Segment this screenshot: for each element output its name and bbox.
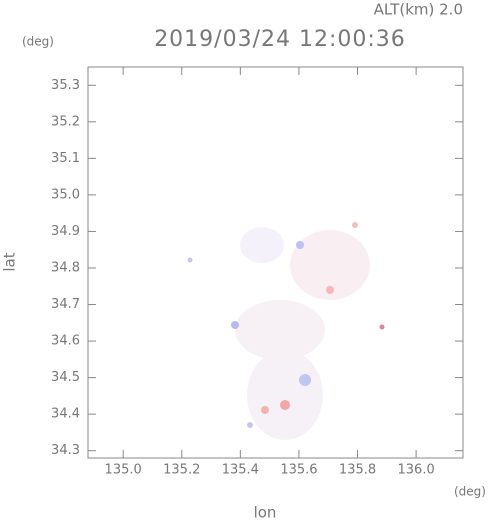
x-unit: (deg) <box>454 485 486 499</box>
y-tick-label: 35.1 <box>51 151 80 166</box>
x-tick-label: 136.0 <box>398 463 435 478</box>
x-axis-label: lon <box>254 504 277 521</box>
y-unit: (deg) <box>22 35 54 49</box>
y-axis-label: lat <box>1 252 19 271</box>
x-tick-label: 135.6 <box>280 463 317 478</box>
x-tick-label: 135.4 <box>222 463 259 478</box>
y-tick-label: 35.3 <box>51 78 80 93</box>
y-tick-label: 34.3 <box>51 443 80 458</box>
y-tick-label: 35.2 <box>51 114 80 129</box>
y-tick-label: 34.7 <box>51 297 80 312</box>
y-tick-label: 35.0 <box>51 187 80 202</box>
y-tick-label: 34.6 <box>51 334 80 349</box>
y-tick-label: 34.4 <box>51 407 80 422</box>
x-tick-label: 135.0 <box>105 463 142 478</box>
echo-field <box>187 222 385 440</box>
x-tick-label: 135.8 <box>339 463 376 478</box>
x-tick-label: 135.2 <box>163 463 200 478</box>
chart-title: 2019/03/24 12:00:36 <box>154 27 406 52</box>
y-tick-label: 34.9 <box>51 224 80 239</box>
subtitle: ALT(km) 2.0 <box>374 1 463 19</box>
plot-frame <box>87 66 464 459</box>
y-tick-label: 34.5 <box>51 370 80 385</box>
y-tick-label: 34.8 <box>51 260 80 275</box>
